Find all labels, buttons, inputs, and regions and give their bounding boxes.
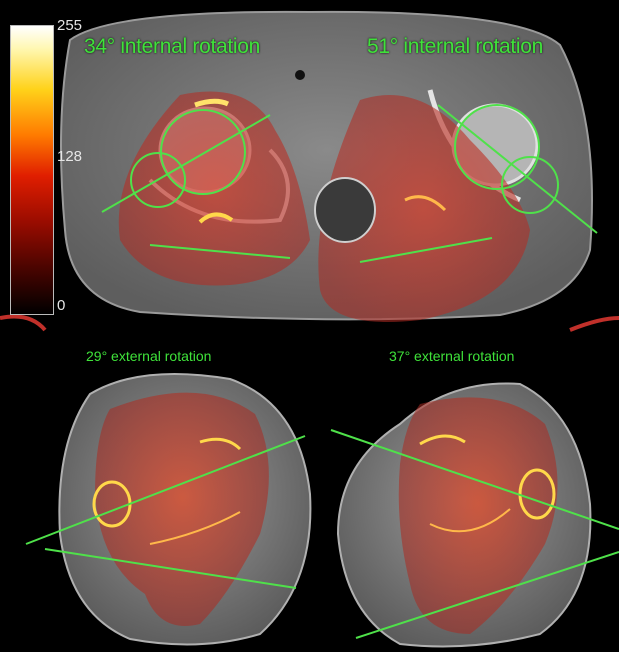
hip-left-circle-large xyxy=(160,109,246,195)
left-highlight-2 xyxy=(198,212,234,224)
knee-right-axis-line xyxy=(330,429,619,530)
hip-left-circle-small xyxy=(130,152,186,208)
knee-right-angle-label: 37° external rotation xyxy=(389,348,515,364)
hip-scan-panel: 255 128 0 34° internal rotation 51° inte… xyxy=(0,10,619,332)
hip-left-baseline xyxy=(149,244,291,259)
colorbar-mid-label: 128 xyxy=(57,148,83,165)
knee-scan-panel: 29° external rotation 37° external rotat… xyxy=(0,334,619,652)
hip-ct-image xyxy=(0,10,619,332)
colorbar-max-label: 255 xyxy=(57,17,83,34)
right-tibia-highlight xyxy=(429,508,511,533)
knee-left-angle-label: 29° external rotation xyxy=(86,348,212,364)
hip-left-angle-label: 34° internal rotation xyxy=(84,35,261,58)
intensity-colorbar xyxy=(10,25,54,315)
hip-right-baseline xyxy=(359,237,493,263)
left-knee-overlay xyxy=(95,392,269,626)
hip-right-circle-small xyxy=(501,156,559,214)
table-arc-right xyxy=(569,316,619,332)
left-tibia-highlight xyxy=(149,511,241,545)
colorbar-min-label: 0 xyxy=(57,297,66,314)
rectum xyxy=(314,177,376,243)
right-hip-overlay xyxy=(318,95,530,322)
hip-right-axis-line xyxy=(437,104,598,234)
left-highlight-1 xyxy=(194,98,230,108)
right-condyle-highlight xyxy=(419,434,466,446)
table-arc-left xyxy=(0,314,47,332)
air-spot xyxy=(295,70,305,80)
hip-right-circle-large xyxy=(454,104,540,190)
hip-right-angle-label: 51° internal rotation xyxy=(367,35,544,58)
knee-left-axis-line xyxy=(25,435,306,545)
left-condyle-highlight xyxy=(199,437,242,451)
hip-left-axis-line xyxy=(101,114,271,213)
knee-ct-image xyxy=(25,373,619,648)
knee-left-baseline xyxy=(44,548,297,589)
knee-right-baseline xyxy=(355,551,619,639)
left-hip-overlay xyxy=(118,91,310,286)
right-highlight-1 xyxy=(404,195,447,212)
right-knee-overlay xyxy=(398,397,558,634)
